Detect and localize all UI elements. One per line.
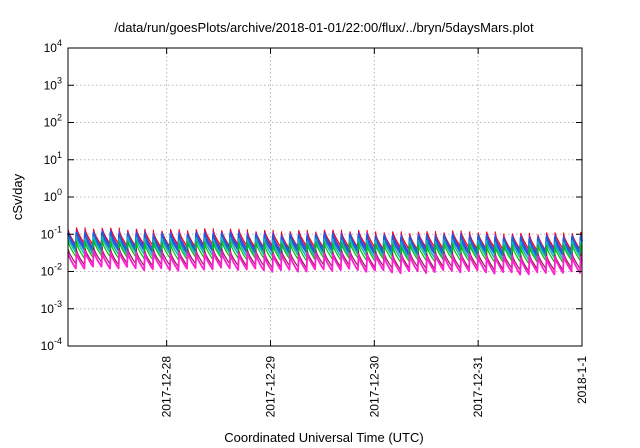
y-tick-label: 10-2 <box>41 262 62 279</box>
y-tick-label: 102 <box>44 113 62 130</box>
grid <box>68 48 583 346</box>
x-tick-label: 2017-12-28 <box>160 356 174 418</box>
y-tick-labels: 10-4 10-3 10-2 10-1 100 101 102 103 104 <box>41 38 62 353</box>
chart-title: /data/run/goesPlots/archive/2018-01-01/2… <box>114 20 534 35</box>
x-tick-label: 2018-1-1 <box>575 356 589 404</box>
y-tick-label: 104 <box>44 38 62 55</box>
x-tick-label: 2017-12-29 <box>263 356 277 418</box>
x-tick-labels: 2017-12-28 2017-12-29 2017-12-30 2017-12-31… <box>160 356 589 418</box>
ticks <box>68 47 583 347</box>
y-axis-label: cSv/day <box>10 173 25 220</box>
data-series-5 <box>67 239 583 265</box>
data-series-3 <box>66 231 584 258</box>
x-axis-label: Coordinated Universal Time (UTC) <box>224 430 423 445</box>
y-tick-label: 10-3 <box>41 299 62 316</box>
x-tick-label: 2017-12-30 <box>367 356 381 418</box>
data-series-4 <box>67 236 583 261</box>
y-tick-label: 10-4 <box>41 336 62 353</box>
series-group <box>66 227 584 276</box>
data-series-7 <box>67 249 583 276</box>
y-tick-label: 10-1 <box>41 224 62 241</box>
x-tick-label: 2017-12-31 <box>471 356 485 418</box>
y-tick-label: 101 <box>44 150 62 167</box>
y-tick-label: 100 <box>44 187 62 204</box>
y-tick-label: 103 <box>44 75 62 92</box>
